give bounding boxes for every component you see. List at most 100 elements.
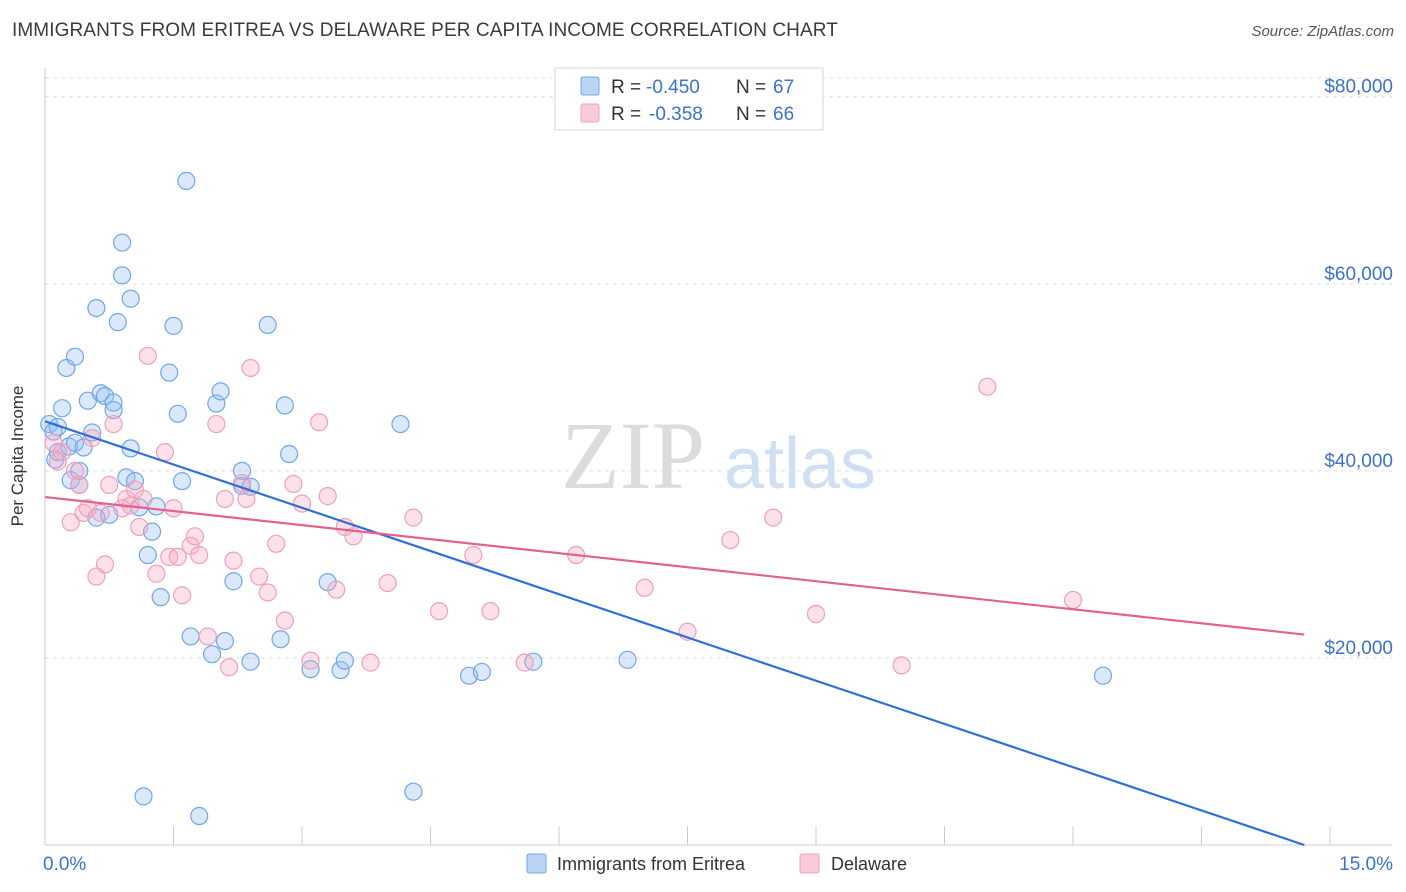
delaware-point	[310, 413, 329, 432]
delaware-point	[267, 534, 286, 553]
delaware-point	[61, 513, 80, 532]
delaware-point	[164, 499, 183, 518]
y-tick-label: $80,000	[1324, 77, 1393, 98]
delaware-point	[91, 503, 110, 523]
delaware-point	[978, 377, 997, 396]
delaware-trend-line	[44, 495, 1305, 636]
eritrea-point	[177, 171, 196, 190]
delaware-point	[258, 583, 277, 602]
delaware-point	[237, 489, 256, 509]
delaware-point	[404, 508, 423, 527]
axis-layer	[44, 68, 1392, 846]
delaware-point	[48, 452, 67, 471]
delaware-point	[104, 414, 123, 434]
eritrea-point	[121, 289, 140, 308]
delaware-point	[635, 578, 654, 597]
source-credit: Source: ZipAtlas.com	[1251, 23, 1394, 40]
stats-r-value-2: -0.358	[649, 104, 703, 125]
delaware-point	[224, 551, 243, 570]
delaware-point	[361, 653, 380, 672]
delaware-point	[95, 555, 115, 574]
delaware-point	[327, 580, 346, 599]
eritrea-point	[472, 662, 491, 682]
eritrea-point	[391, 414, 410, 434]
eritrea-point	[104, 393, 123, 412]
eritrea-point	[112, 233, 132, 252]
delaware-point	[147, 564, 166, 583]
tick-labels: $20,000 $40,000 $60,000 $80,000 0.0% 15.0%	[43, 77, 1393, 875]
chart-title: IMMIGRANTS FROM ERITREA VS DELAWARE PER …	[12, 20, 838, 41]
delaware-point	[764, 508, 783, 527]
stats-n-label-2: N =	[736, 104, 766, 125]
delaware-point	[378, 573, 397, 593]
stats-n-value-1: 67	[773, 77, 794, 98]
delaware-point	[1063, 590, 1083, 610]
delaware-point	[198, 627, 217, 646]
eritrea-point	[190, 806, 209, 826]
eritrea-point	[160, 363, 179, 382]
eritrea-point	[335, 651, 354, 670]
delaware-point	[185, 527, 205, 546]
delaware-point	[155, 443, 175, 462]
eritrea-point	[258, 315, 277, 335]
delaware-point	[892, 656, 911, 675]
eritrea-trend-line	[44, 420, 1305, 847]
delaware-point	[721, 530, 740, 550]
delaware-point	[65, 461, 85, 480]
eritrea-point	[104, 400, 123, 420]
stats-r-value-1: -0.450	[646, 77, 700, 98]
watermark: ZIP atlas	[561, 402, 876, 509]
trend-layer	[44, 420, 1305, 847]
eritrea-point	[108, 313, 127, 332]
watermark-atlas: atlas	[724, 424, 876, 504]
eritrea-point	[70, 461, 89, 480]
delaware-point	[806, 604, 826, 624]
legend-swatch-delaware	[799, 853, 820, 874]
points-layer	[40, 171, 1113, 826]
eritrea-point	[1093, 666, 1113, 685]
stats-legend: R = -0.450 N = 67 R = -0.358 N = 66	[554, 67, 824, 131]
delaware-point	[481, 602, 500, 621]
delaware-point	[134, 489, 153, 509]
delaware-point	[100, 475, 119, 494]
x-tick-label-max: 15.0%	[1339, 854, 1393, 875]
delaware-point	[138, 346, 157, 365]
eritrea-point	[172, 472, 192, 491]
eritrea-point	[65, 347, 85, 366]
delaware-point	[292, 494, 312, 513]
legend-label-eritrea: Immigrants from Eritrea	[557, 854, 746, 874]
eritrea-point	[331, 660, 350, 680]
delaware-point	[172, 586, 192, 605]
legend-swatch-eritrea	[526, 853, 547, 874]
delaware-point	[250, 567, 269, 586]
y-tick-label: $40,000	[1324, 451, 1393, 472]
stats-legend-swatch-delaware	[580, 103, 600, 123]
stats-n-value-2: 66	[773, 104, 794, 125]
stats-r-label-1: R =	[611, 77, 641, 98]
x-tick-label-min: 0.0%	[43, 854, 86, 875]
eritrea-point	[138, 545, 157, 565]
watermark-zip: ZIP	[561, 402, 705, 509]
eritrea-point	[271, 630, 290, 649]
delaware-point	[241, 358, 260, 378]
stats-legend-frame	[554, 67, 824, 131]
delaware-point	[275, 611, 294, 630]
eritrea-point	[280, 444, 299, 464]
delaware-point	[207, 414, 226, 434]
stats-legend-swatch-eritrea	[580, 76, 600, 96]
eritrea-point	[53, 399, 72, 418]
eritrea-point	[202, 645, 222, 664]
eritrea-point	[404, 782, 423, 801]
eritrea-point	[134, 787, 153, 806]
eritrea-point	[275, 396, 294, 415]
eritrea-point	[151, 588, 170, 607]
series-legend: Immigrants from Eritrea Delaware	[526, 853, 907, 874]
stats-r-label-2: R =	[611, 104, 641, 125]
delaware-point	[53, 443, 72, 462]
delaware-point	[318, 487, 337, 506]
eritrea-point	[224, 572, 243, 591]
delaware-point	[515, 653, 534, 672]
eritrea-point	[112, 266, 132, 285]
delaware-point	[464, 545, 483, 565]
